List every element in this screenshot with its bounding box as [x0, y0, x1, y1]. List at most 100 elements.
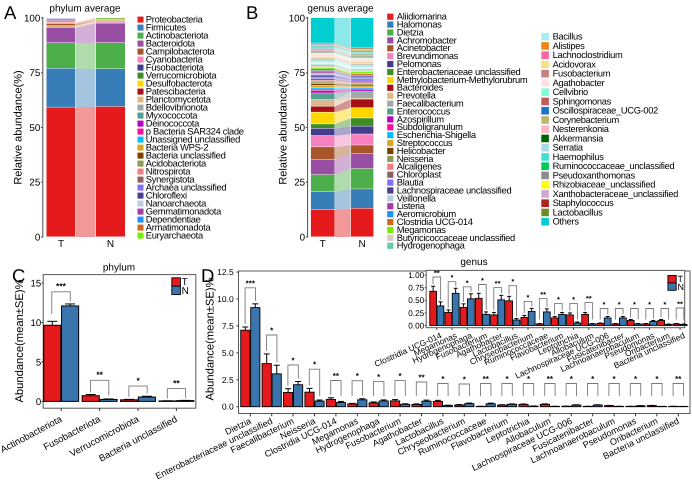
svg-text:Streptococcus: Streptococcus [397, 137, 453, 148]
svg-text:Nesterenkonia: Nesterenkonia [553, 124, 610, 134]
svg-text:Dietzia: Dietzia [397, 26, 425, 37]
svg-text:Campilobacterota: Campilobacterota [146, 46, 216, 57]
svg-text:**: ** [434, 269, 440, 278]
svg-text:Haemophilus: Haemophilus [553, 152, 605, 162]
svg-text:**: ** [483, 375, 490, 384]
svg-text:0: 0 [300, 232, 306, 243]
svg-text:10: 10 [31, 318, 42, 329]
svg-text:Listeria: Listeria [397, 200, 426, 211]
svg-text:genus average: genus average [307, 3, 374, 14]
svg-text:*: * [466, 278, 469, 287]
svg-text:Enterococcus: Enterococcus [397, 105, 451, 116]
svg-text:Clostridia UCG-014: Clostridia UCG-014 [397, 216, 473, 227]
svg-text:genus: genus [460, 257, 487, 268]
svg-text:Faecalibacterium: Faecalibacterium [397, 98, 464, 109]
svg-text:5.0: 5.0 [222, 348, 234, 358]
svg-text:**: ** [677, 300, 683, 309]
svg-text:**: ** [173, 378, 180, 388]
svg-text:Actinobacteriota: Actinobacteriota [146, 30, 210, 41]
svg-text:Gemmatimonadota: Gemmatimonadota [146, 206, 222, 217]
svg-text:Bacteroides: Bacteroides [397, 82, 444, 93]
svg-text:50: 50 [294, 123, 305, 134]
svg-text:Serratia: Serratia [553, 143, 584, 153]
svg-text:*: * [570, 375, 574, 384]
svg-text:**: ** [333, 372, 340, 381]
svg-text:*: * [634, 375, 638, 384]
svg-text:12.5: 12.5 [217, 267, 234, 277]
svg-text:100: 100 [289, 13, 306, 24]
svg-text:Abundance(mean±SE)%: Abundance(mean±SE)% [204, 277, 216, 400]
svg-text:p Bacteria SAR324 clade: p Bacteria SAR324 clade [146, 126, 244, 137]
svg-text:Chloroplast: Chloroplast [397, 169, 442, 180]
svg-text:*: * [603, 300, 606, 309]
svg-text:Lachnospiraceae unclassified: Lachnospiraceae unclassified [397, 184, 512, 195]
svg-text:*: * [527, 293, 530, 302]
svg-text:Oscillospiraceae_UCG-002: Oscillospiraceae_UCG-002 [553, 106, 659, 116]
svg-text:Patescibacteria: Patescibacteria [146, 86, 207, 97]
svg-text:T: T [678, 274, 684, 284]
svg-text:0: 0 [35, 232, 41, 243]
svg-text:Methylobacterium-Methylorubrum: Methylobacterium-Methylorubrum [397, 74, 528, 85]
svg-text:*: * [511, 277, 514, 286]
svg-text:Nitrospirota: Nitrospirota [146, 166, 191, 177]
svg-text:Corynebacterium: Corynebacterium [553, 115, 620, 125]
svg-text:T: T [320, 239, 326, 250]
svg-text:*: * [451, 273, 454, 282]
svg-text:Deinococcota: Deinococcota [146, 118, 200, 129]
svg-text:Verrucomicrobiota: Verrucomicrobiota [146, 70, 218, 81]
svg-text:Ruminococcaceae_unclassified: Ruminococcaceae_unclassified [553, 161, 675, 171]
svg-text:**: ** [547, 375, 554, 384]
svg-text:Chloroflexi: Chloroflexi [146, 190, 187, 201]
svg-text:***: *** [56, 281, 67, 291]
svg-text:0.25: 0.25 [408, 309, 424, 318]
svg-text:**: ** [586, 294, 592, 303]
svg-text:*: * [399, 371, 403, 380]
svg-text:50: 50 [29, 123, 40, 134]
svg-text:Subdoligranulum: Subdoligranulum [397, 121, 463, 132]
svg-text:Cellvibrio: Cellvibrio [553, 87, 588, 97]
svg-text:**: ** [540, 290, 546, 299]
svg-text:0.00: 0.00 [408, 321, 424, 330]
svg-text:7.5: 7.5 [222, 321, 234, 331]
svg-text:C: C [12, 265, 25, 286]
svg-text:Cyanobacteria: Cyanobacteria [146, 54, 204, 65]
svg-text:Bacillus: Bacillus [553, 32, 583, 42]
svg-text:Fusobacterium: Fusobacterium [553, 69, 611, 79]
svg-text:Helicobacter: Helicobacter [397, 145, 446, 156]
svg-text:Veillonella: Veillonella [397, 192, 437, 203]
svg-text:*: * [270, 326, 274, 335]
svg-text:Abundance(mean±SE)%: Abundance(mean±SE)% [14, 279, 26, 402]
svg-text:Acinetobacter: Acinetobacter [397, 42, 451, 53]
svg-text:Euryarchaeota: Euryarchaeota [146, 230, 204, 241]
svg-text:Desulfobacterota: Desulfobacterota [146, 78, 213, 89]
svg-text:*: * [633, 300, 636, 309]
svg-text:15: 15 [31, 278, 42, 289]
svg-text:5: 5 [36, 357, 41, 368]
svg-text:0.0: 0.0 [222, 402, 234, 412]
svg-text:Agathobacter: Agathobacter [553, 78, 605, 88]
svg-text:100: 100 [24, 13, 41, 24]
svg-text:*: * [557, 295, 560, 304]
svg-text:N: N [358, 239, 365, 250]
svg-text:T: T [182, 277, 188, 288]
svg-text:**: ** [495, 279, 501, 288]
svg-text:10.0: 10.0 [217, 294, 234, 304]
svg-text:N: N [678, 282, 685, 292]
svg-text:Akkermansia: Akkermansia [553, 133, 605, 143]
svg-text:25: 25 [294, 178, 305, 189]
svg-text:*: * [591, 375, 595, 384]
svg-text:phylum: phylum [103, 263, 135, 274]
svg-text:Proteobacteria: Proteobacteria [146, 14, 204, 25]
svg-text:Prevotella: Prevotella [397, 90, 437, 101]
svg-text:1.00: 1.00 [408, 271, 424, 280]
svg-text:A: A [4, 2, 17, 23]
svg-text:2.5: 2.5 [222, 375, 234, 385]
svg-text:Xanthobacteraceae_unclassified: Xanthobacteraceae_unclassified [553, 189, 679, 199]
svg-text:*: * [655, 375, 659, 384]
svg-text:Neisseria: Neisseria [397, 153, 434, 164]
svg-text:*: * [136, 376, 140, 386]
svg-text:Azospirillum: Azospirillum [397, 113, 444, 124]
svg-text:Lactobacillus: Lactobacillus [553, 207, 603, 217]
svg-text:Armatimonadota: Armatimonadota [146, 222, 212, 233]
svg-text:Hydrogenophaga: Hydrogenophaga [397, 240, 466, 251]
